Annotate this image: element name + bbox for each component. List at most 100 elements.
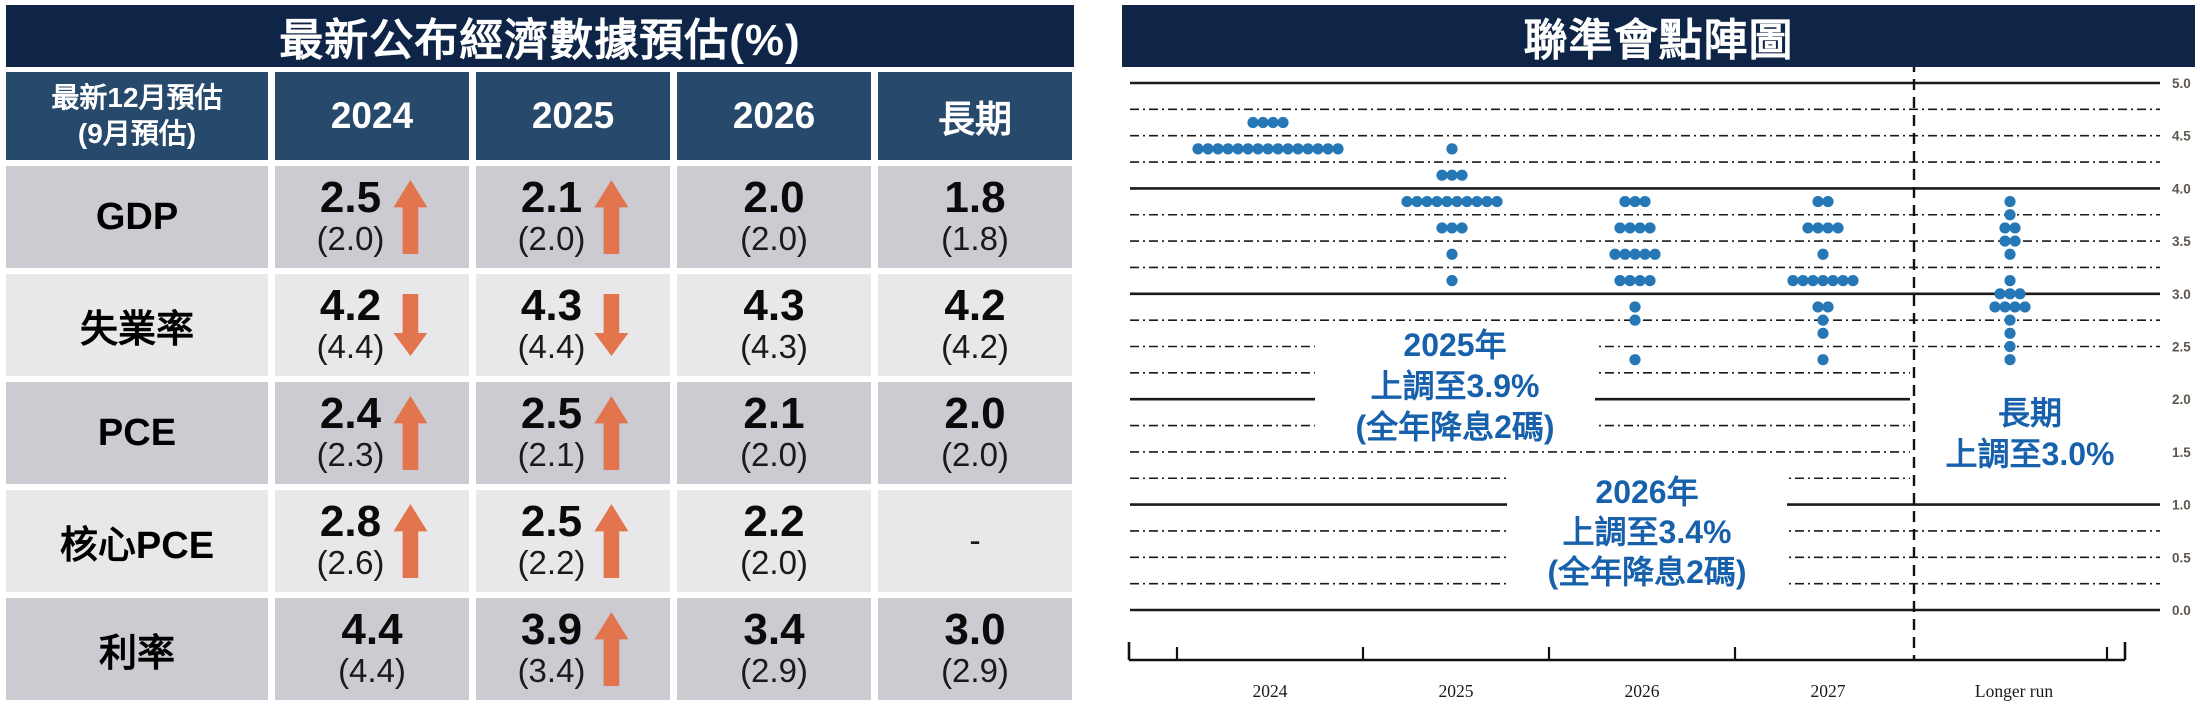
fomc-dot	[1629, 195, 1641, 208]
previous-estimate: (2.9)	[941, 652, 1009, 690]
current-estimate: 3.4	[743, 605, 805, 655]
y-tick-label: 5.0	[2172, 76, 2191, 91]
economic-forecast-panel: 最新公布經濟數據預估(%) 最新12月預估 (9月預估) 2024 2025 2026 長…	[6, 5, 1074, 700]
previous-estimate: (2.2)	[517, 544, 586, 582]
forecast-cell: 2.1 (2.0)	[476, 166, 670, 268]
previous-estimate: (4.4)	[338, 652, 406, 690]
fomc-dot	[1446, 222, 1458, 234]
forecast-value-group: 2.8 (2.6)	[317, 500, 428, 581]
forecast-numbers: 2.0 (2.0)	[941, 392, 1009, 474]
current-estimate: 4.3	[520, 281, 583, 331]
current-estimate: 3.9	[520, 605, 583, 655]
forecast-numbers: 3.4 (2.9)	[740, 605, 808, 690]
forecast-numbers: 3.9 (3.4)	[518, 605, 586, 690]
fomc-dot	[2014, 288, 2026, 300]
fomc-dot	[1456, 169, 1468, 181]
header-col-0: 2024	[275, 72, 469, 160]
chart-annotation: (全年降息2碼)	[1355, 409, 1554, 445]
current-estimate: 4.2	[319, 281, 382, 331]
y-tick-label: 2.5	[2172, 340, 2191, 355]
y-tick-label: 0.5	[2172, 550, 2191, 565]
forecast-cell: 3.9 (3.4)	[476, 598, 670, 700]
row-label: PCE	[6, 382, 268, 484]
fomc-dot	[1802, 222, 1814, 234]
fomc-dot	[1242, 143, 1254, 155]
previous-estimate: (2.0)	[941, 436, 1009, 474]
forecast-numbers: 2.5 (2.0)	[317, 173, 385, 258]
current-estimate: 2.5	[319, 173, 382, 223]
current-estimate: 3.0	[944, 605, 1006, 655]
forecast-numbers: 1.8 (1.8)	[941, 176, 1009, 258]
fomc-dot	[1212, 143, 1224, 155]
fomc-dot	[1817, 248, 1829, 260]
fomc-dot	[1817, 275, 1829, 287]
y-tick-label: 3.5	[2172, 234, 2191, 249]
forecast-cell: 3.4 (2.9)	[677, 598, 871, 700]
fomc-dot	[1609, 248, 1621, 260]
fomc-dot	[1619, 195, 1631, 208]
forecast-value-group: 2.1 (2.0)	[518, 176, 629, 257]
fomc-dot	[2004, 288, 2016, 300]
forecast-value-group: 2.5 (2.2)	[518, 500, 629, 581]
current-estimate: 4.3	[743, 281, 805, 331]
y-tick-label: 0.0	[2172, 603, 2191, 618]
y-tick-label: 3.0	[2172, 287, 2191, 302]
fomc-dot	[1446, 248, 1458, 260]
fomc-dot	[1272, 143, 1284, 155]
fomc-dot	[1822, 222, 1834, 234]
fomc-dot	[1312, 143, 1324, 155]
fomc-dot	[2004, 340, 2016, 353]
previous-estimate: (2.0)	[740, 544, 808, 582]
forecast-cell: 4.3 (4.3)	[677, 274, 871, 376]
fomc-dot	[1649, 248, 1661, 260]
forecast-cell: 3.0 (2.9)	[878, 598, 1072, 700]
y-tick-label: 2.0	[2172, 392, 2191, 407]
fomc-dot	[1456, 222, 1468, 234]
forecast-value-group: 2.5 (2.1)	[518, 392, 629, 473]
header-col-2: 2026	[677, 72, 871, 160]
forecast-numbers: 2.0 (2.0)	[740, 173, 808, 258]
forecast-cell: 1.8 (1.8)	[878, 166, 1072, 268]
forecast-value-group: 3.9 (3.4)	[518, 608, 629, 689]
x-tick-label: 2025	[1439, 681, 1474, 701]
annotation-background	[1507, 472, 1787, 587]
row-label: 利率	[6, 598, 268, 700]
fomc-dot	[1832, 222, 1844, 234]
header-col-3: 長期	[878, 72, 1072, 160]
y-tick-label: 1.0	[2172, 498, 2191, 513]
forecast-cell: 2.4 (2.3)	[275, 382, 469, 484]
chart-annotation: 2025年	[1403, 327, 1506, 363]
fomc-dot	[1797, 275, 1809, 287]
forecast-value-group: 4.3 (4.3)	[740, 281, 808, 366]
previous-estimate: (4.3)	[740, 328, 808, 366]
no-estimate-dash: -	[969, 521, 981, 560]
fomc-dot	[2004, 209, 2016, 221]
current-estimate: 2.0	[743, 173, 805, 223]
header-forecast-label: 最新12月預估 (9月預估)	[6, 72, 268, 160]
previous-estimate: (2.1)	[517, 436, 586, 474]
fomc-dot	[1999, 235, 2011, 247]
forecast-value-group: 3.0 (2.9)	[941, 605, 1009, 690]
fomc-dot	[1302, 143, 1314, 155]
fomc-dot	[1619, 248, 1631, 260]
up-arrow-icon	[393, 503, 428, 578]
forecast-numbers: 4.3 (4.3)	[740, 281, 808, 366]
fomc-dot	[1817, 354, 1829, 366]
fomc-dot	[1624, 275, 1636, 287]
fomc-dot	[1639, 248, 1651, 260]
forecast-cell: 4.4 (4.4)	[275, 598, 469, 700]
previous-estimate: (2.0)	[740, 436, 808, 474]
forecast-value-group: 2.0 (2.0)	[740, 173, 808, 258]
current-estimate: 2.8	[319, 497, 382, 547]
fomc-dot	[1262, 143, 1274, 155]
fomc-dot	[1787, 275, 1799, 287]
fomc-dot	[1822, 301, 1834, 313]
fomc-dot	[1614, 222, 1626, 234]
fomc-dot	[1202, 143, 1214, 155]
fomc-dot	[1827, 275, 1839, 287]
fomc-dot	[1267, 116, 1279, 129]
up-arrow-icon	[393, 395, 428, 470]
previous-estimate: (1.8)	[941, 220, 1009, 258]
header-label-line1: 最新12月預估	[51, 81, 223, 113]
